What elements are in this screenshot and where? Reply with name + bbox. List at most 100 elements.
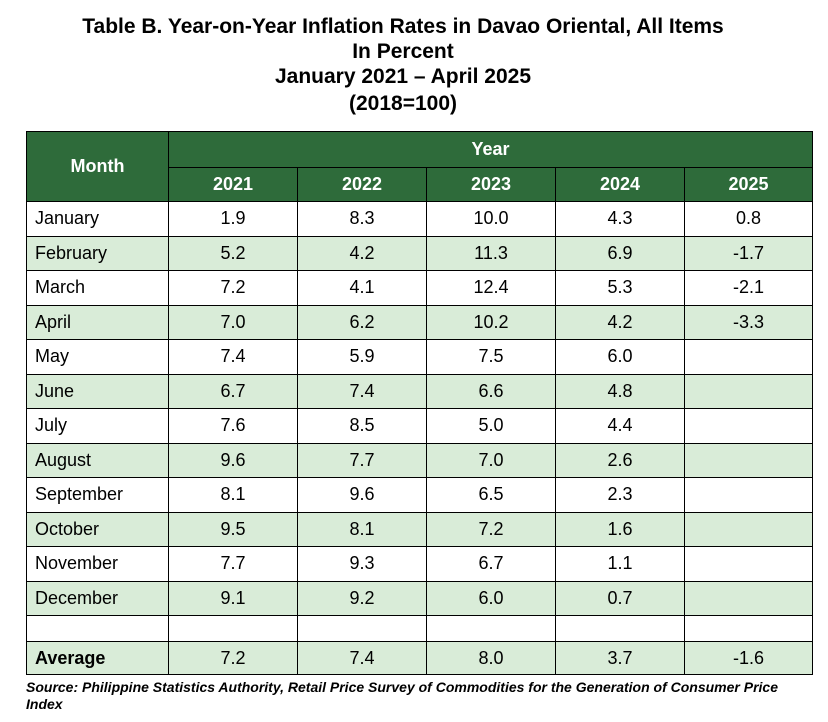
value-cell: 6.2 <box>297 304 427 340</box>
empty-cell <box>297 615 427 642</box>
source-note: Source: Philippine Statistics Authority,… <box>26 679 779 712</box>
empty-cell <box>426 615 556 642</box>
value-cell: 6.0 <box>426 580 556 616</box>
value-cell: -1.6 <box>683 641 814 675</box>
month-cell: May <box>26 339 169 375</box>
value-cell: 5.2 <box>168 235 298 271</box>
table-row: April 7.0 6.2 10.2 4.2 -3.3 <box>26 304 814 340</box>
value-cell: 11.3 <box>426 235 556 271</box>
month-cell: June <box>26 373 169 409</box>
value-cell: 0.7 <box>555 580 685 616</box>
empty-cell <box>555 615 685 642</box>
value-cell: 8.1 <box>168 477 298 513</box>
value-cell: 3.7 <box>555 641 685 675</box>
value-cell: 9.1 <box>168 580 298 616</box>
average-row: Average 7.2 7.4 8.0 3.7 -1.6 <box>26 641 814 675</box>
month-cell: November <box>26 546 169 582</box>
value-cell: 8.3 <box>297 201 427 237</box>
value-cell <box>683 546 814 582</box>
value-cell <box>683 477 814 513</box>
table-row: November 7.7 9.3 6.7 1.1 <box>26 546 814 582</box>
value-cell: 8.0 <box>426 641 556 675</box>
value-cell: 8.5 <box>297 408 427 444</box>
value-cell: 7.2 <box>426 511 556 547</box>
value-cell: 4.4 <box>555 408 685 444</box>
year-group-header: Year <box>167 131 814 168</box>
value-cell: 9.5 <box>168 511 298 547</box>
value-cell: 4.8 <box>555 373 685 409</box>
value-cell: 2.6 <box>555 442 685 478</box>
value-cell: 6.7 <box>168 373 298 409</box>
table-row: January 1.9 8.3 10.0 4.3 0.8 <box>26 201 814 237</box>
table-title: Table B. Year-on-Year Inflation Rates in… <box>82 15 724 38</box>
empty-cell <box>26 615 169 642</box>
value-cell: 10.0 <box>426 201 556 237</box>
value-cell: 7.4 <box>297 641 427 675</box>
value-cell: 7.7 <box>297 442 427 478</box>
table-row: February 5.2 4.2 11.3 6.9 -1.7 <box>26 235 814 271</box>
value-cell: 5.3 <box>555 270 685 306</box>
value-cell <box>683 339 814 375</box>
month-cell: October <box>26 511 169 547</box>
year-header: 2021 <box>168 167 298 202</box>
value-cell: 7.0 <box>168 304 298 340</box>
value-cell: 1.1 <box>555 546 685 582</box>
table-base-year: (2018=100) <box>348 92 457 115</box>
table-row: July 7.6 8.5 5.0 4.4 <box>26 408 814 444</box>
table-body: January 1.9 8.3 10.0 4.3 0.8 February 5.2 4.2 11.… <box>26 201 814 675</box>
value-cell: 5.9 <box>297 339 427 375</box>
table-row: December 9.1 9.2 6.0 0.7 <box>26 580 814 616</box>
table-row: June 6.7 7.4 6.6 4.8 <box>26 373 814 409</box>
value-cell: 7.2 <box>168 270 298 306</box>
table-row: October 9.5 8.1 7.2 1.6 <box>26 511 814 547</box>
value-cell <box>683 442 814 478</box>
month-cell: April <box>26 304 169 340</box>
value-cell: 6.9 <box>555 235 685 271</box>
value-cell: 4.1 <box>297 270 427 306</box>
value-cell: 4.3 <box>555 201 685 237</box>
spacer-row <box>26 615 814 642</box>
table-row: March 7.2 4.1 12.4 5.3 -2.1 <box>26 270 814 306</box>
year-header: 2024 <box>555 167 685 202</box>
value-cell <box>683 408 814 444</box>
value-cell: 1.6 <box>555 511 685 547</box>
year-header: 2022 <box>297 167 427 202</box>
value-cell: 12.4 <box>426 270 556 306</box>
year-header: 2023 <box>426 167 556 202</box>
value-cell: 0.8 <box>683 201 814 237</box>
value-cell: 6.7 <box>426 546 556 582</box>
value-cell: 6.6 <box>426 373 556 409</box>
value-cell: 6.0 <box>555 339 685 375</box>
value-cell: -2.1 <box>683 270 814 306</box>
value-cell: 7.7 <box>168 546 298 582</box>
month-cell: July <box>26 408 169 444</box>
value-cell: -3.3 <box>683 304 814 340</box>
value-cell: -1.7 <box>683 235 814 271</box>
value-cell <box>683 373 814 409</box>
value-cell: 4.2 <box>297 235 427 271</box>
value-cell: 7.5 <box>426 339 556 375</box>
value-cell: 9.6 <box>168 442 298 478</box>
value-cell: 7.4 <box>168 339 298 375</box>
month-cell: August <box>26 442 169 478</box>
empty-cell <box>683 615 814 642</box>
table-row: May 7.4 5.9 7.5 6.0 <box>26 339 814 375</box>
month-column-header: Month <box>26 131 169 202</box>
month-cell: December <box>26 580 169 616</box>
year-header: 2025 <box>683 167 814 202</box>
table-period: January 2021 – April 2025 <box>274 65 532 88</box>
value-cell: 7.4 <box>297 373 427 409</box>
table-unit: In Percent <box>352 40 454 63</box>
value-cell: 9.2 <box>297 580 427 616</box>
month-cell: September <box>26 477 169 513</box>
value-cell: 9.6 <box>297 477 427 513</box>
value-cell: 5.0 <box>426 408 556 444</box>
value-cell <box>683 511 814 547</box>
value-cell: 9.3 <box>297 546 427 582</box>
table-row: August 9.6 7.7 7.0 2.6 <box>26 442 814 478</box>
value-cell: 10.2 <box>426 304 556 340</box>
value-cell: 7.2 <box>168 641 298 675</box>
inflation-table: Month Year 2021 2022 2023 2024 2025 Janu… <box>26 131 814 675</box>
month-cell: March <box>26 270 169 306</box>
value-cell: 8.1 <box>297 511 427 547</box>
